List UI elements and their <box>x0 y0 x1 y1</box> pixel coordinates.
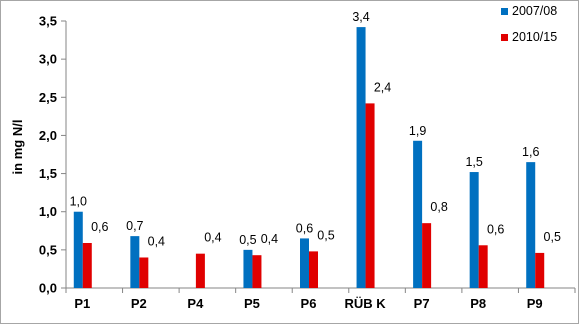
legend-label: 2010/15 <box>512 30 557 44</box>
y-tick-label: 0,5 <box>39 242 57 257</box>
data-labels: 1,0 0,6 0,7 0,4 0,4 0,5 0,4 0,6 0,5 3,4 2,4 1,9 0,8 1… <box>70 10 561 248</box>
legend-label: 2007/08 <box>512 4 557 18</box>
data-label: 3,4 <box>352 10 369 24</box>
y-tick-label: 3,0 <box>39 52 57 67</box>
x-tick-label: P4 <box>187 296 204 311</box>
bar <box>139 257 149 288</box>
data-label: 0,8 <box>430 200 447 214</box>
bar <box>422 223 432 288</box>
x-tick-label: P6 <box>301 296 317 311</box>
legend: 2007/08 2010/15 <box>501 4 557 44</box>
data-label: 1,0 <box>70 195 87 209</box>
y-tick-label: 3,5 <box>39 14 57 29</box>
y-tick-label: 1,0 <box>39 204 57 219</box>
bar <box>195 253 205 288</box>
data-label: 0,6 <box>487 222 504 236</box>
data-label: 0,4 <box>148 234 165 248</box>
bar <box>478 245 488 288</box>
y-tick-label: 1,5 <box>39 166 57 181</box>
y-tick-label: 0,0 <box>39 281 57 296</box>
data-label: 0,7 <box>126 219 143 233</box>
x-tick-label: P7 <box>414 296 430 311</box>
data-label: 0,5 <box>317 228 334 242</box>
legend-swatch <box>501 8 508 15</box>
bar <box>243 249 253 288</box>
data-label: 1,5 <box>465 155 482 169</box>
tick-labels: 0,0 0,5 1,0 1,5 2,0 2,5 3,0 3,5 P1 P2 P4 P5 P6 RÜB K P… <box>39 14 543 312</box>
bar <box>365 103 375 288</box>
data-label: 2,4 <box>374 80 391 94</box>
bar-chart: 1,0 0,6 0,7 0,4 0,4 0,5 0,4 0,6 0,5 3,4 2,4 1,9 0,8 1… <box>10 4 576 312</box>
legend-swatch <box>501 34 508 41</box>
y-axis-label: in mg N/l <box>10 120 25 175</box>
bar <box>82 242 92 288</box>
x-tick-label: P1 <box>74 296 90 311</box>
data-label: 1,6 <box>522 145 539 159</box>
y-tick-label: 2,0 <box>39 128 57 143</box>
data-label: 0,6 <box>91 220 108 234</box>
data-label: 1,9 <box>409 124 426 138</box>
x-tick-label: RÜB K <box>344 296 386 311</box>
data-label: 0,6 <box>296 221 313 235</box>
bar <box>413 140 423 288</box>
y-tick-label: 2,5 <box>39 90 57 105</box>
x-tick-label: P9 <box>527 296 543 311</box>
bar <box>130 236 140 288</box>
axes <box>61 20 576 293</box>
data-label: 0,4 <box>261 232 278 246</box>
bars <box>73 27 545 289</box>
bar <box>526 162 536 288</box>
x-tick-label: P2 <box>131 296 147 311</box>
bar <box>469 172 479 288</box>
bar <box>300 238 309 288</box>
data-label: 0,5 <box>239 233 256 247</box>
x-tick-label: P5 <box>244 296 260 311</box>
bar <box>73 211 83 288</box>
bar <box>309 251 318 288</box>
bar <box>535 252 545 288</box>
data-label: 0,4 <box>204 231 221 245</box>
x-tick-label: P8 <box>470 296 486 311</box>
data-label: 0,5 <box>544 230 561 244</box>
bar <box>252 255 262 288</box>
bar <box>356 27 366 289</box>
